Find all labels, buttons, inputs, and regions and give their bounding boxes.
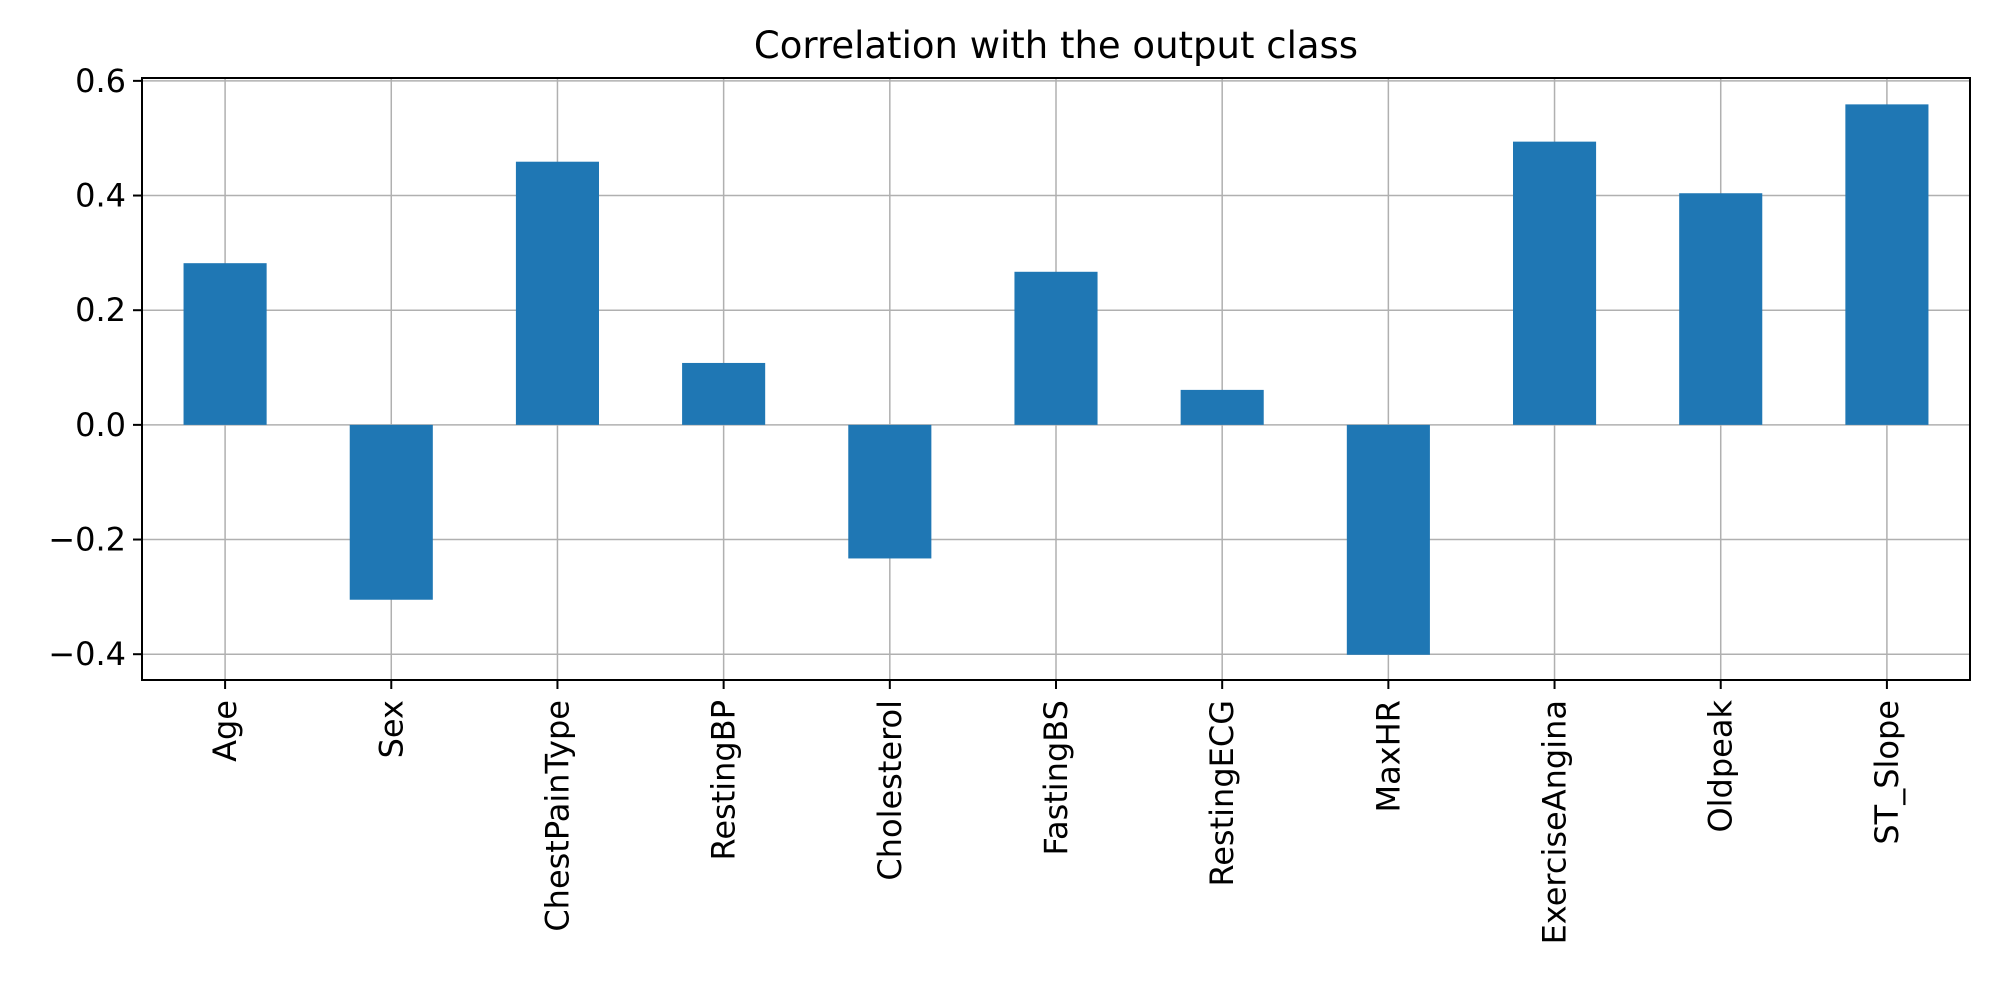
y-tick-label: −0.4 [48,635,126,673]
x-tick-label: Cholesterol [871,700,909,881]
x-tick-label: FastingBS [1037,700,1075,855]
bar-oldpeak [1679,193,1763,425]
x-tick-label: ST_Slope [1868,700,1906,845]
x-tick-label: Age [206,700,244,762]
y-tick-label: 0.4 [75,177,126,215]
bar-st-slope [1845,104,1929,425]
x-tick-label: ChestPainType [538,700,576,932]
x-tick-label: ExerciseAngina [1536,700,1574,944]
bar-restingbp [682,362,766,425]
bar-fastingbs [1014,271,1098,425]
bar-chestpaintype [515,161,599,425]
x-axis-ticks: Age Sex ChestPainType RestingBP Cholesterol F… [206,680,1906,944]
bar-age [183,263,267,425]
y-tick-label: 0.0 [75,406,126,444]
bar-maxhr [1346,424,1430,655]
y-tick-label: 0.6 [75,62,126,100]
y-tick-label: 0.2 [75,291,126,329]
x-tick-label: Sex [372,700,410,758]
bar-exerciseangina [1513,141,1597,425]
x-tick-label: RestingECG [1203,700,1241,887]
bar-cholesterol [848,424,932,559]
x-tick-label: MaxHR [1369,700,1407,812]
x-tick-label: RestingBP [705,700,743,860]
y-axis-ticks: −0.4 −0.2 0.0 0.2 0.4 0.6 [48,62,142,673]
x-tick-label: Oldpeak [1702,700,1740,833]
y-tick-label: −0.2 [48,521,126,559]
bar-restingecg [1180,389,1264,425]
bar-sex [349,424,433,600]
chart-title: Correlation with the output class [754,24,1358,67]
bars [183,104,1929,655]
